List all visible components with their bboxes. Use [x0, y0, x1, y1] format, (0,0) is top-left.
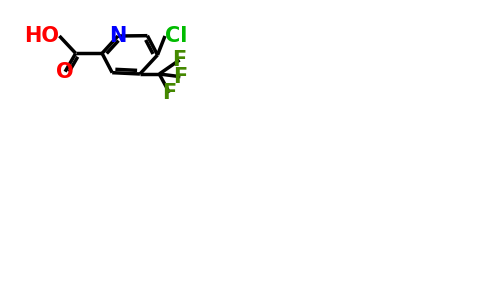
Text: O: O	[56, 62, 74, 82]
Text: Cl: Cl	[165, 26, 187, 46]
Text: HO: HO	[24, 26, 60, 46]
Text: F: F	[173, 67, 187, 87]
Text: N: N	[109, 26, 127, 46]
Text: F: F	[172, 50, 187, 70]
Text: F: F	[162, 83, 177, 103]
